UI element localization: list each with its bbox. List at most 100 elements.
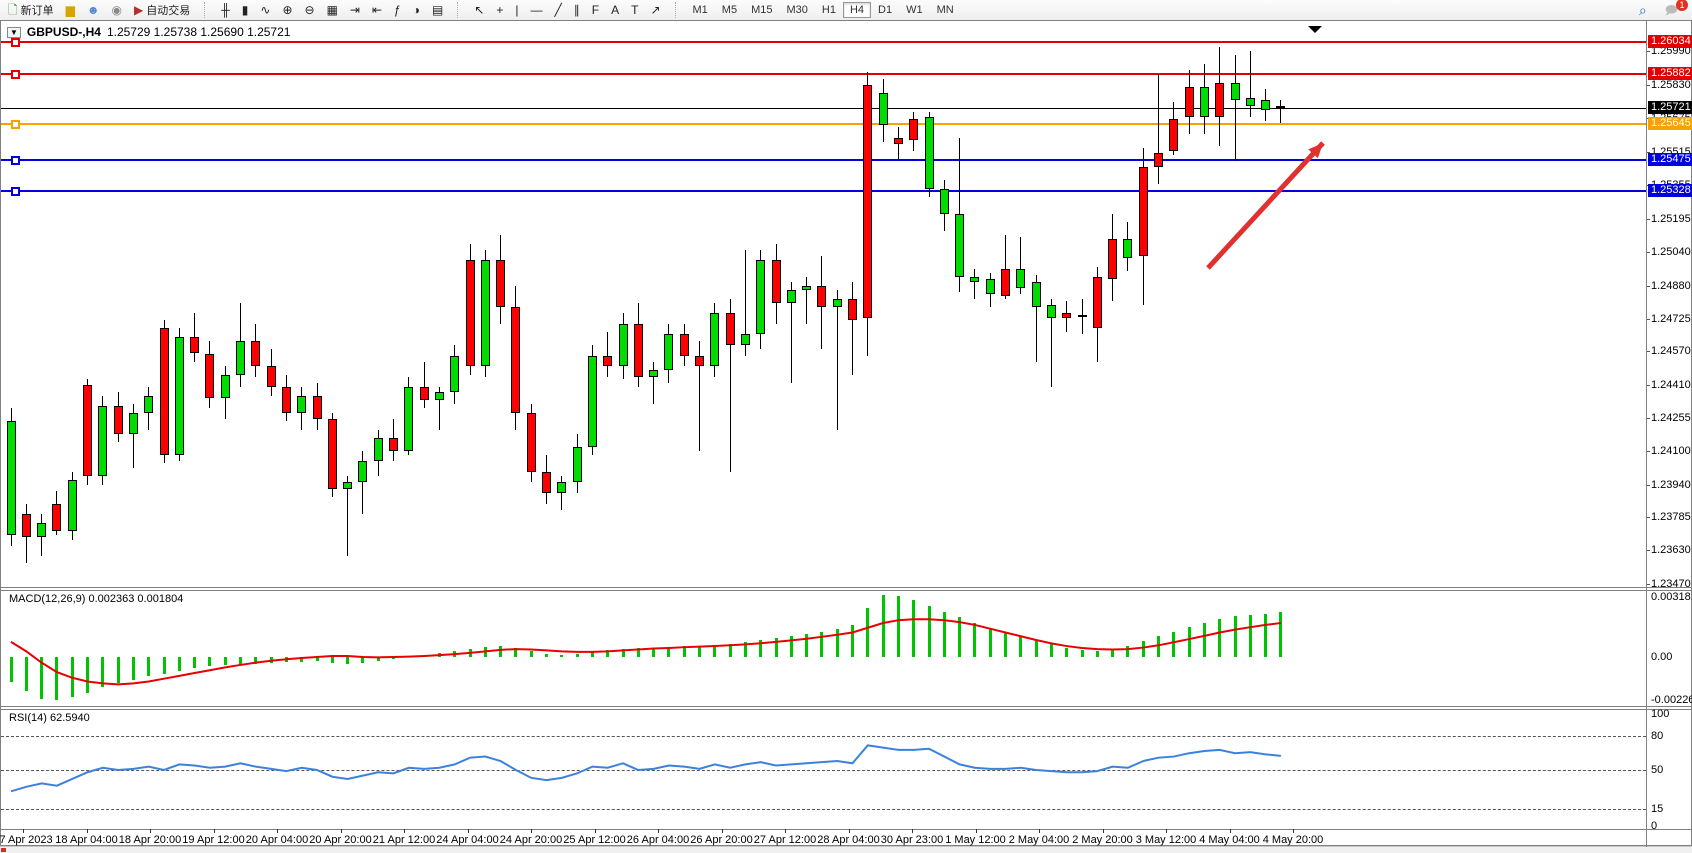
periods-icon: ◑ — [412, 3, 420, 17]
macd-histogram-bar — [621, 648, 625, 657]
indicators-icon[interactable]: ƒ — [389, 2, 406, 18]
price-tick — [1646, 285, 1650, 287]
candlestick — [480, 260, 490, 367]
label-icon[interactable]: T — [626, 2, 643, 18]
rsi-tick-label: 100 — [1651, 708, 1670, 720]
line-handle[interactable] — [11, 37, 20, 47]
candle-wick — [561, 476, 563, 510]
candlestick — [710, 313, 720, 367]
chart-ohlc-values: 1.25729 1.25738 1.25690 1.25721 — [106, 25, 291, 39]
templates-icon[interactable]: ▤ — [427, 2, 448, 18]
notifications-icon[interactable]: 🗩 1 — [1660, 0, 1688, 18]
price-level-badge: 1.26034 — [1648, 34, 1692, 48]
horizontal-level-line[interactable] — [1, 187, 1646, 197]
cursor-icon[interactable]: ↖ — [469, 2, 489, 18]
zoom-out-icon[interactable]: ⊖ — [300, 2, 320, 18]
candlestick — [281, 387, 291, 413]
macd-tick-label: 0.003181 — [1651, 590, 1692, 603]
new-order-button[interactable]: 🗋 新订单 — [3, 0, 59, 20]
panel-divider[interactable] — [1, 587, 1692, 588]
candlestick — [848, 298, 857, 320]
timeframe-m30[interactable]: M30 — [786, 4, 808, 16]
chart-shift-icon[interactable]: ⇤ — [367, 2, 387, 18]
timeframe-m15[interactable]: M15 — [751, 4, 773, 16]
signals-icon[interactable]: ◉ — [107, 2, 127, 18]
trend-arrow[interactable] — [1206, 141, 1325, 270]
text-icon[interactable]: A — [606, 2, 624, 18]
macd-histogram-bar — [728, 643, 732, 657]
zoom-in-icon[interactable]: ⊕ — [277, 2, 297, 18]
candlestick-chart-icon[interactable]: ▮ — [237, 2, 254, 18]
macd-histogram-bar — [774, 638, 778, 657]
timeframe-d1[interactable]: D1 — [878, 4, 893, 16]
macd-label: MACD(12,26,9) 0.002363 0.001804 — [9, 593, 184, 605]
line-handle[interactable] — [11, 156, 20, 166]
horizontal-level-line[interactable] — [1, 69, 1646, 79]
macd-histogram-bar — [590, 652, 594, 657]
time-tick-label: 2 May 20:00 — [1072, 834, 1133, 846]
macd-histogram-bar — [40, 657, 44, 699]
macd-histogram-bar — [759, 640, 763, 657]
macd-histogram-bar — [239, 657, 242, 665]
rsi-level-line — [1, 736, 1646, 738]
mql-community-icon[interactable]: ▆ — [61, 2, 80, 18]
vertical-line-icon[interactable]: | — [510, 2, 523, 18]
time-tick — [404, 829, 405, 833]
timeframe-mn[interactable]: MN — [936, 4, 954, 16]
horizontal-level-line[interactable] — [1, 120, 1646, 130]
timeframe-h4[interactable]: H4 — [842, 2, 872, 18]
candle-wick — [699, 340, 700, 451]
timeframe-h1[interactable]: H1 — [821, 4, 836, 16]
candlestick — [863, 84, 873, 318]
candlestick — [67, 480, 77, 532]
price-level-badge: 1.25882 — [1648, 66, 1692, 80]
candlestick — [878, 93, 888, 126]
time-tick — [1102, 829, 1104, 833]
panel-divider — [1, 590, 1692, 591]
channel-icon[interactable]: ∥ — [569, 2, 585, 18]
chart-shift-marker[interactable] — [1308, 26, 1322, 33]
horizontal-level-line[interactable] — [1, 156, 1646, 166]
time-tick-label: 24 Apr 20:00 — [499, 834, 563, 846]
candlestick — [21, 514, 31, 538]
macd-histogram-bar — [652, 647, 656, 657]
line-chart-icon[interactable]: ∿ — [255, 2, 275, 18]
chart-collapse-icon[interactable]: ▼ — [7, 26, 21, 38]
macd-histogram-bar — [1202, 623, 1206, 657]
line-handle[interactable] — [11, 69, 20, 79]
line-handle[interactable] — [11, 120, 20, 130]
current-price-line[interactable] — [1, 107, 1646, 109]
horizontal-line-icon[interactable]: — — [526, 2, 548, 18]
timeframe-m5[interactable]: M5 — [721, 4, 738, 16]
search-icon[interactable]: ⌕ — [1638, 1, 1647, 18]
candle-wick — [1234, 55, 1236, 162]
time-tick — [1039, 829, 1040, 833]
autotrading-button[interactable]: ▶ 自动交易 — [129, 0, 195, 20]
macd-histogram-bar — [346, 657, 350, 664]
plot-area[interactable] — [1, 21, 1646, 847]
time-tick — [213, 829, 215, 833]
timeframe-m1[interactable]: M1 — [692, 4, 708, 16]
line-handle[interactable] — [11, 187, 20, 197]
arrows-icon[interactable]: ↗ — [645, 2, 665, 18]
macd-histogram-bar — [147, 657, 151, 676]
time-tick-label: 28 Apr 04:00 — [817, 834, 880, 846]
candlestick — [98, 406, 108, 477]
auto-scroll-icon[interactable]: ⇥ — [345, 2, 365, 18]
timeframe-w1[interactable]: W1 — [906, 4, 923, 16]
macd-histogram-bar — [973, 623, 977, 657]
candlestick — [557, 482, 567, 494]
profile-icon[interactable]: ☻ — [82, 2, 105, 18]
bar-chart-icon[interactable]: ╫ — [216, 2, 235, 18]
candlestick — [1001, 268, 1010, 297]
periods-icon[interactable]: ◑ — [408, 2, 425, 18]
fibonacci-icon[interactable]: F — [587, 2, 604, 18]
tile-windows-icon[interactable]: ▦ — [322, 2, 343, 18]
candlestick — [144, 395, 154, 413]
crosshair-icon[interactable]: + — [491, 2, 508, 18]
candlestick — [496, 260, 506, 307]
horizontal-level-line[interactable] — [1, 37, 1646, 47]
panel-divider[interactable] — [1, 706, 1692, 707]
time-tick — [1166, 829, 1167, 833]
trendline-icon[interactable]: ╱ — [550, 2, 567, 18]
